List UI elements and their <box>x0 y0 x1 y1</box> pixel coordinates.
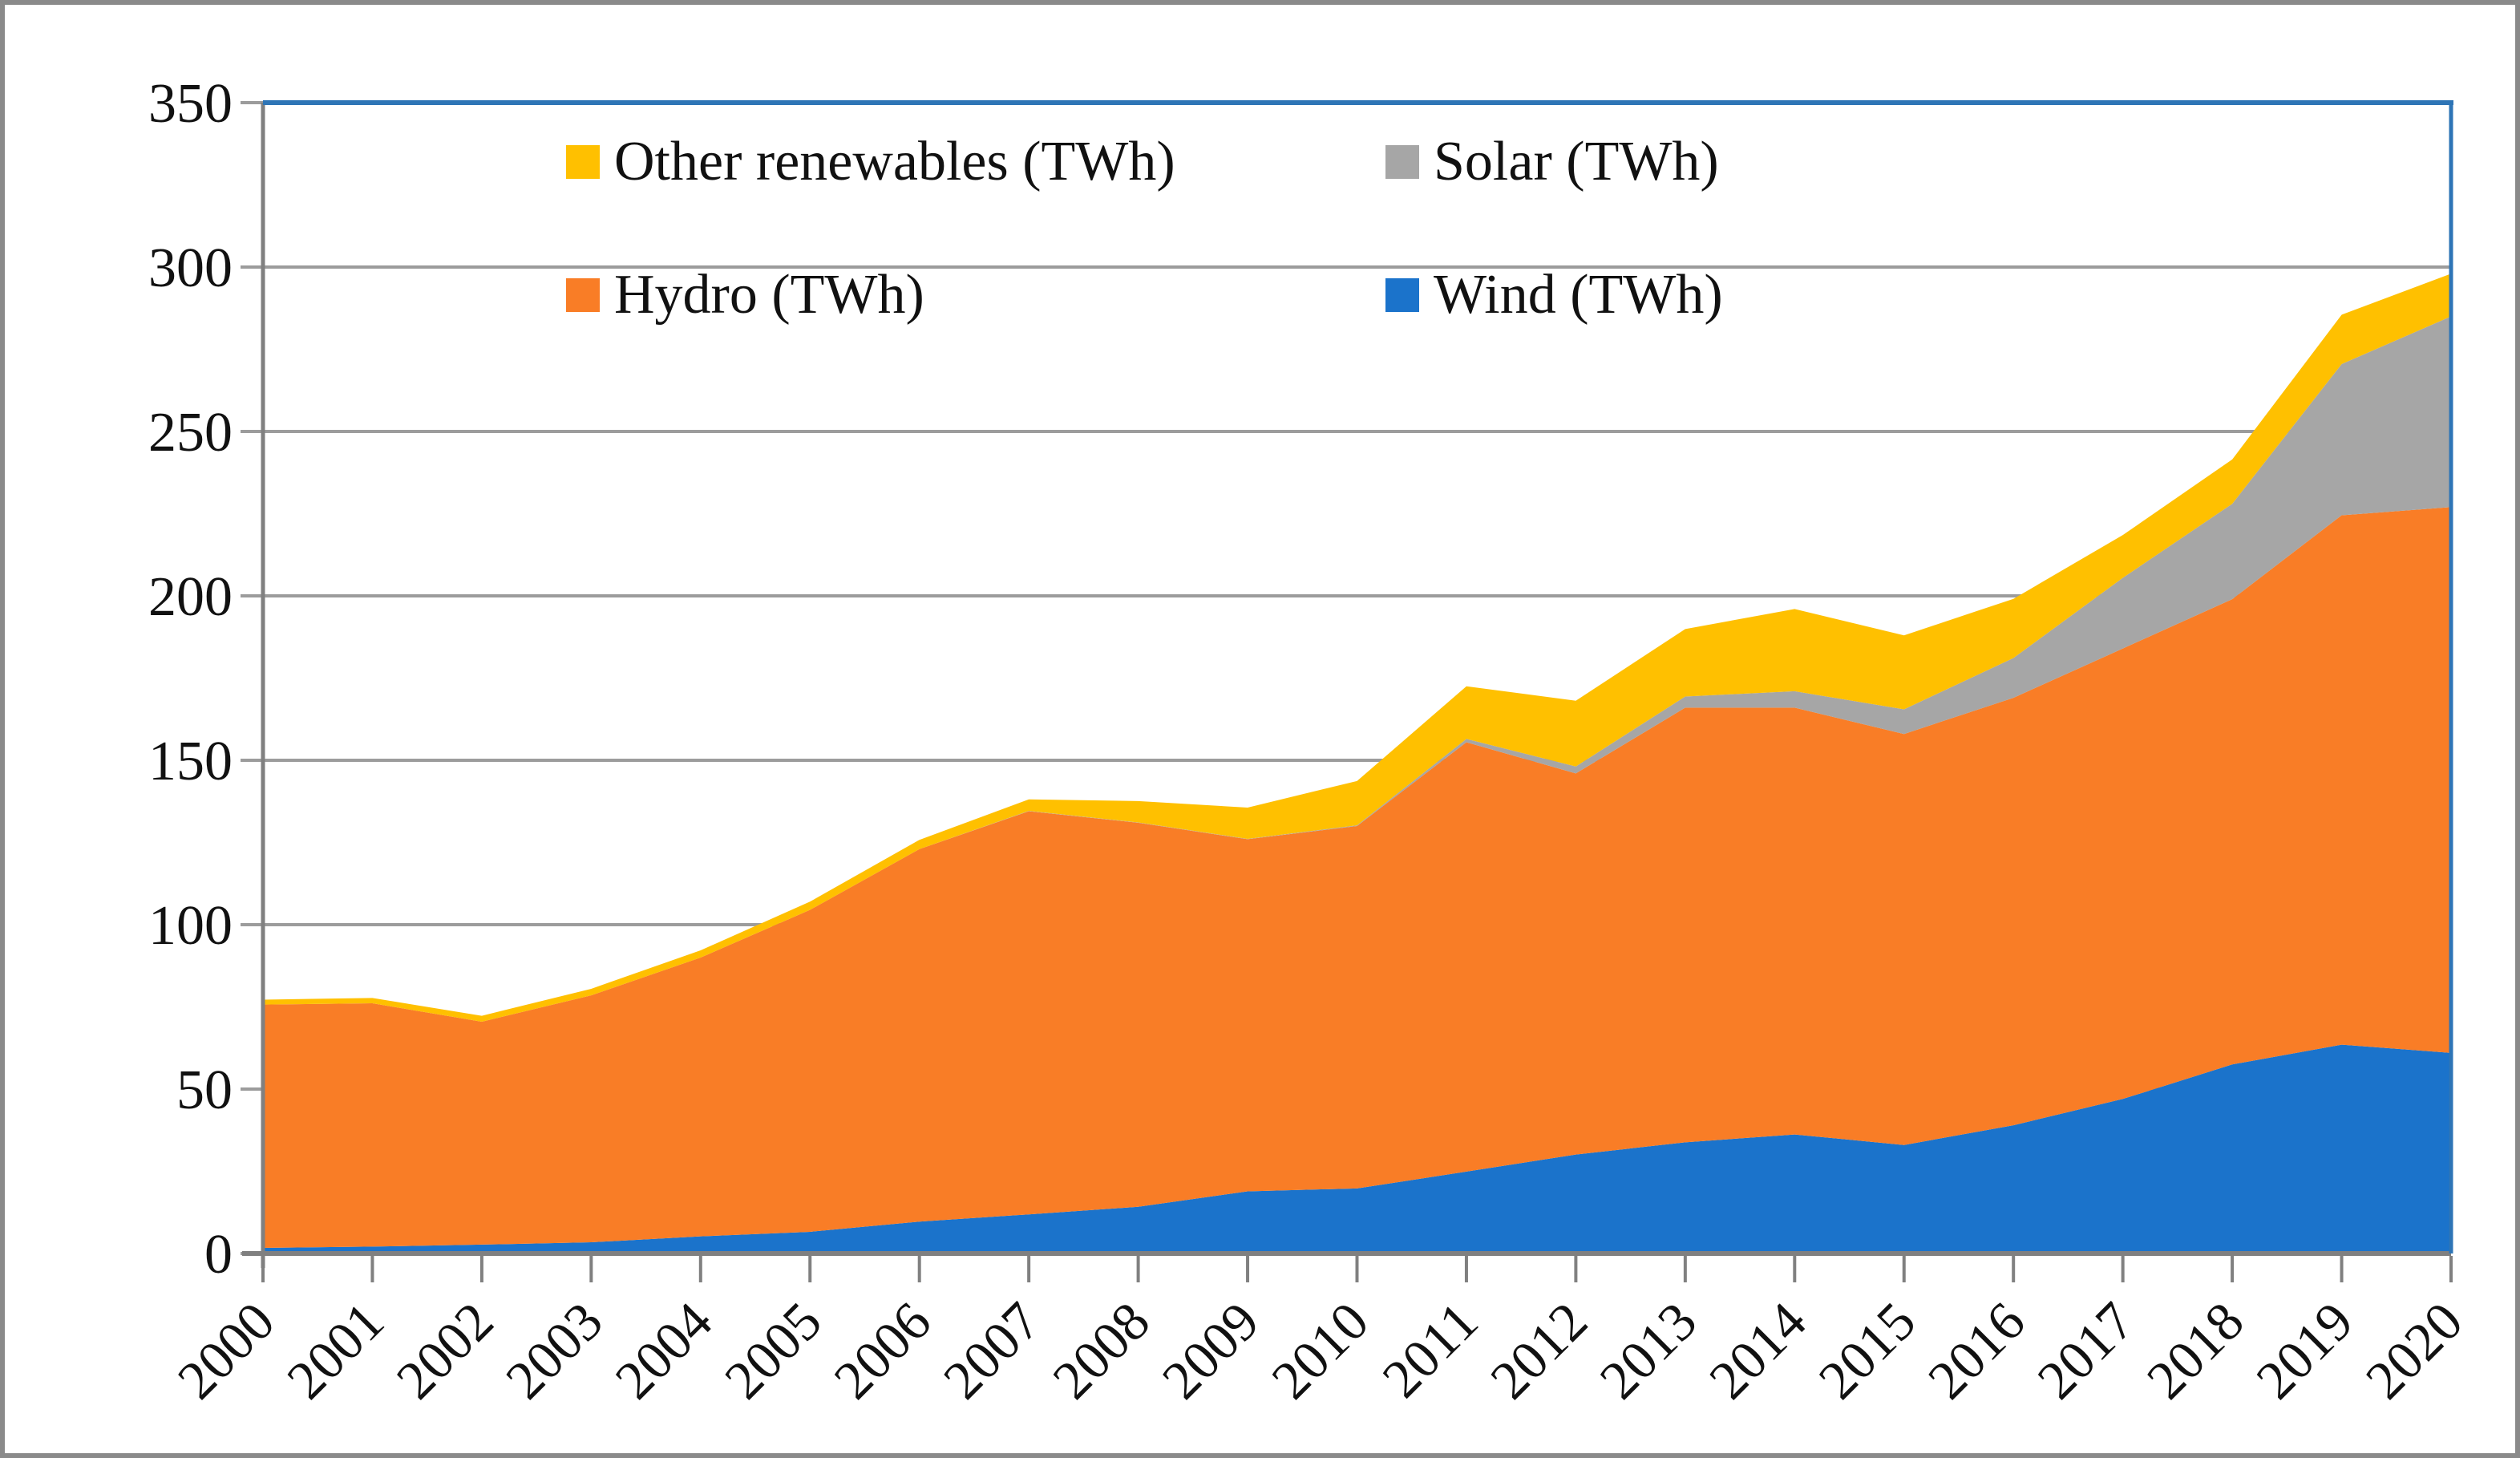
x-tick-label: 2015 <box>1806 1290 1927 1411</box>
area-wind-twh <box>263 1044 2451 1253</box>
legend-label: Solar (TWh) <box>1434 131 1719 192</box>
x-tick-label: 2018 <box>2135 1290 2255 1411</box>
x-tick-label: 2001 <box>275 1290 395 1411</box>
y-tick-label: 100 <box>148 895 233 957</box>
legend-item-hydro-twh: Hydro (TWh) <box>566 260 924 330</box>
legend-swatch-icon <box>1385 145 1419 179</box>
y-tick-label: 300 <box>148 237 233 299</box>
x-tick-label: 2011 <box>1370 1290 1489 1409</box>
area-hydro-twh <box>263 507 2451 1249</box>
x-tick-label: 2014 <box>1697 1290 1818 1411</box>
axes <box>242 100 2453 1268</box>
x-tick-label: 2003 <box>494 1290 614 1411</box>
x-tick-label: 2012 <box>1478 1290 1599 1411</box>
y-tick-label: 150 <box>148 731 233 792</box>
y-tick-label: 250 <box>148 402 233 464</box>
x-tick-label: 2005 <box>713 1290 833 1411</box>
x-tick-label: 2010 <box>1260 1290 1380 1411</box>
legend-swatch-icon <box>1385 278 1419 312</box>
stacked-areas <box>263 273 2451 1253</box>
x-tick-label: 2013 <box>1588 1290 1709 1411</box>
area-other-renewables-twh <box>263 273 2451 1022</box>
legend-label: Other renewables (TWh) <box>614 131 1175 192</box>
area-solar-twh <box>263 316 2451 1022</box>
x-tick-label: 2000 <box>166 1290 286 1411</box>
chart-canvas: 0501001502002503003502000200120022003200… <box>148 73 2474 1411</box>
legend-label: Hydro (TWh) <box>614 264 924 326</box>
y-tick-label: 350 <box>148 73 233 135</box>
legend-item-solar-twh: Solar (TWh) <box>1385 127 1719 197</box>
y-axis-labels: 0 50 100 150 200 250 300 350 <box>148 73 233 1286</box>
x-tick-marks <box>261 1256 2453 1282</box>
x-tick-label: 2008 <box>1041 1290 1161 1411</box>
x-tick-label: 2007 <box>932 1290 1052 1411</box>
legend-item-other-renewables-twh: Other renewables (TWh) <box>566 127 1175 197</box>
y-tick-label: 50 <box>176 1059 233 1121</box>
y-tick-label: 0 <box>204 1224 233 1286</box>
x-tick-label: 2017 <box>2025 1290 2146 1411</box>
y-tick-label: 200 <box>148 566 233 628</box>
x-tick-label: 2004 <box>603 1290 723 1411</box>
legend-swatch-icon <box>566 145 600 179</box>
x-axis-labels: 2000200120022003200420052006200720082009… <box>166 1290 2474 1411</box>
legend-label: Wind (TWh) <box>1434 264 1723 326</box>
legend-item-wind-twh: Wind (TWh) <box>1385 260 1723 330</box>
x-tick-label: 2020 <box>2354 1290 2474 1411</box>
x-tick-label: 2006 <box>822 1290 942 1411</box>
legend-swatch-icon <box>566 278 600 312</box>
x-tick-label: 2019 <box>2244 1290 2364 1411</box>
x-tick-label: 2009 <box>1151 1290 1271 1411</box>
x-tick-label: 2002 <box>385 1290 505 1411</box>
x-tick-label: 2016 <box>1916 1290 2037 1411</box>
